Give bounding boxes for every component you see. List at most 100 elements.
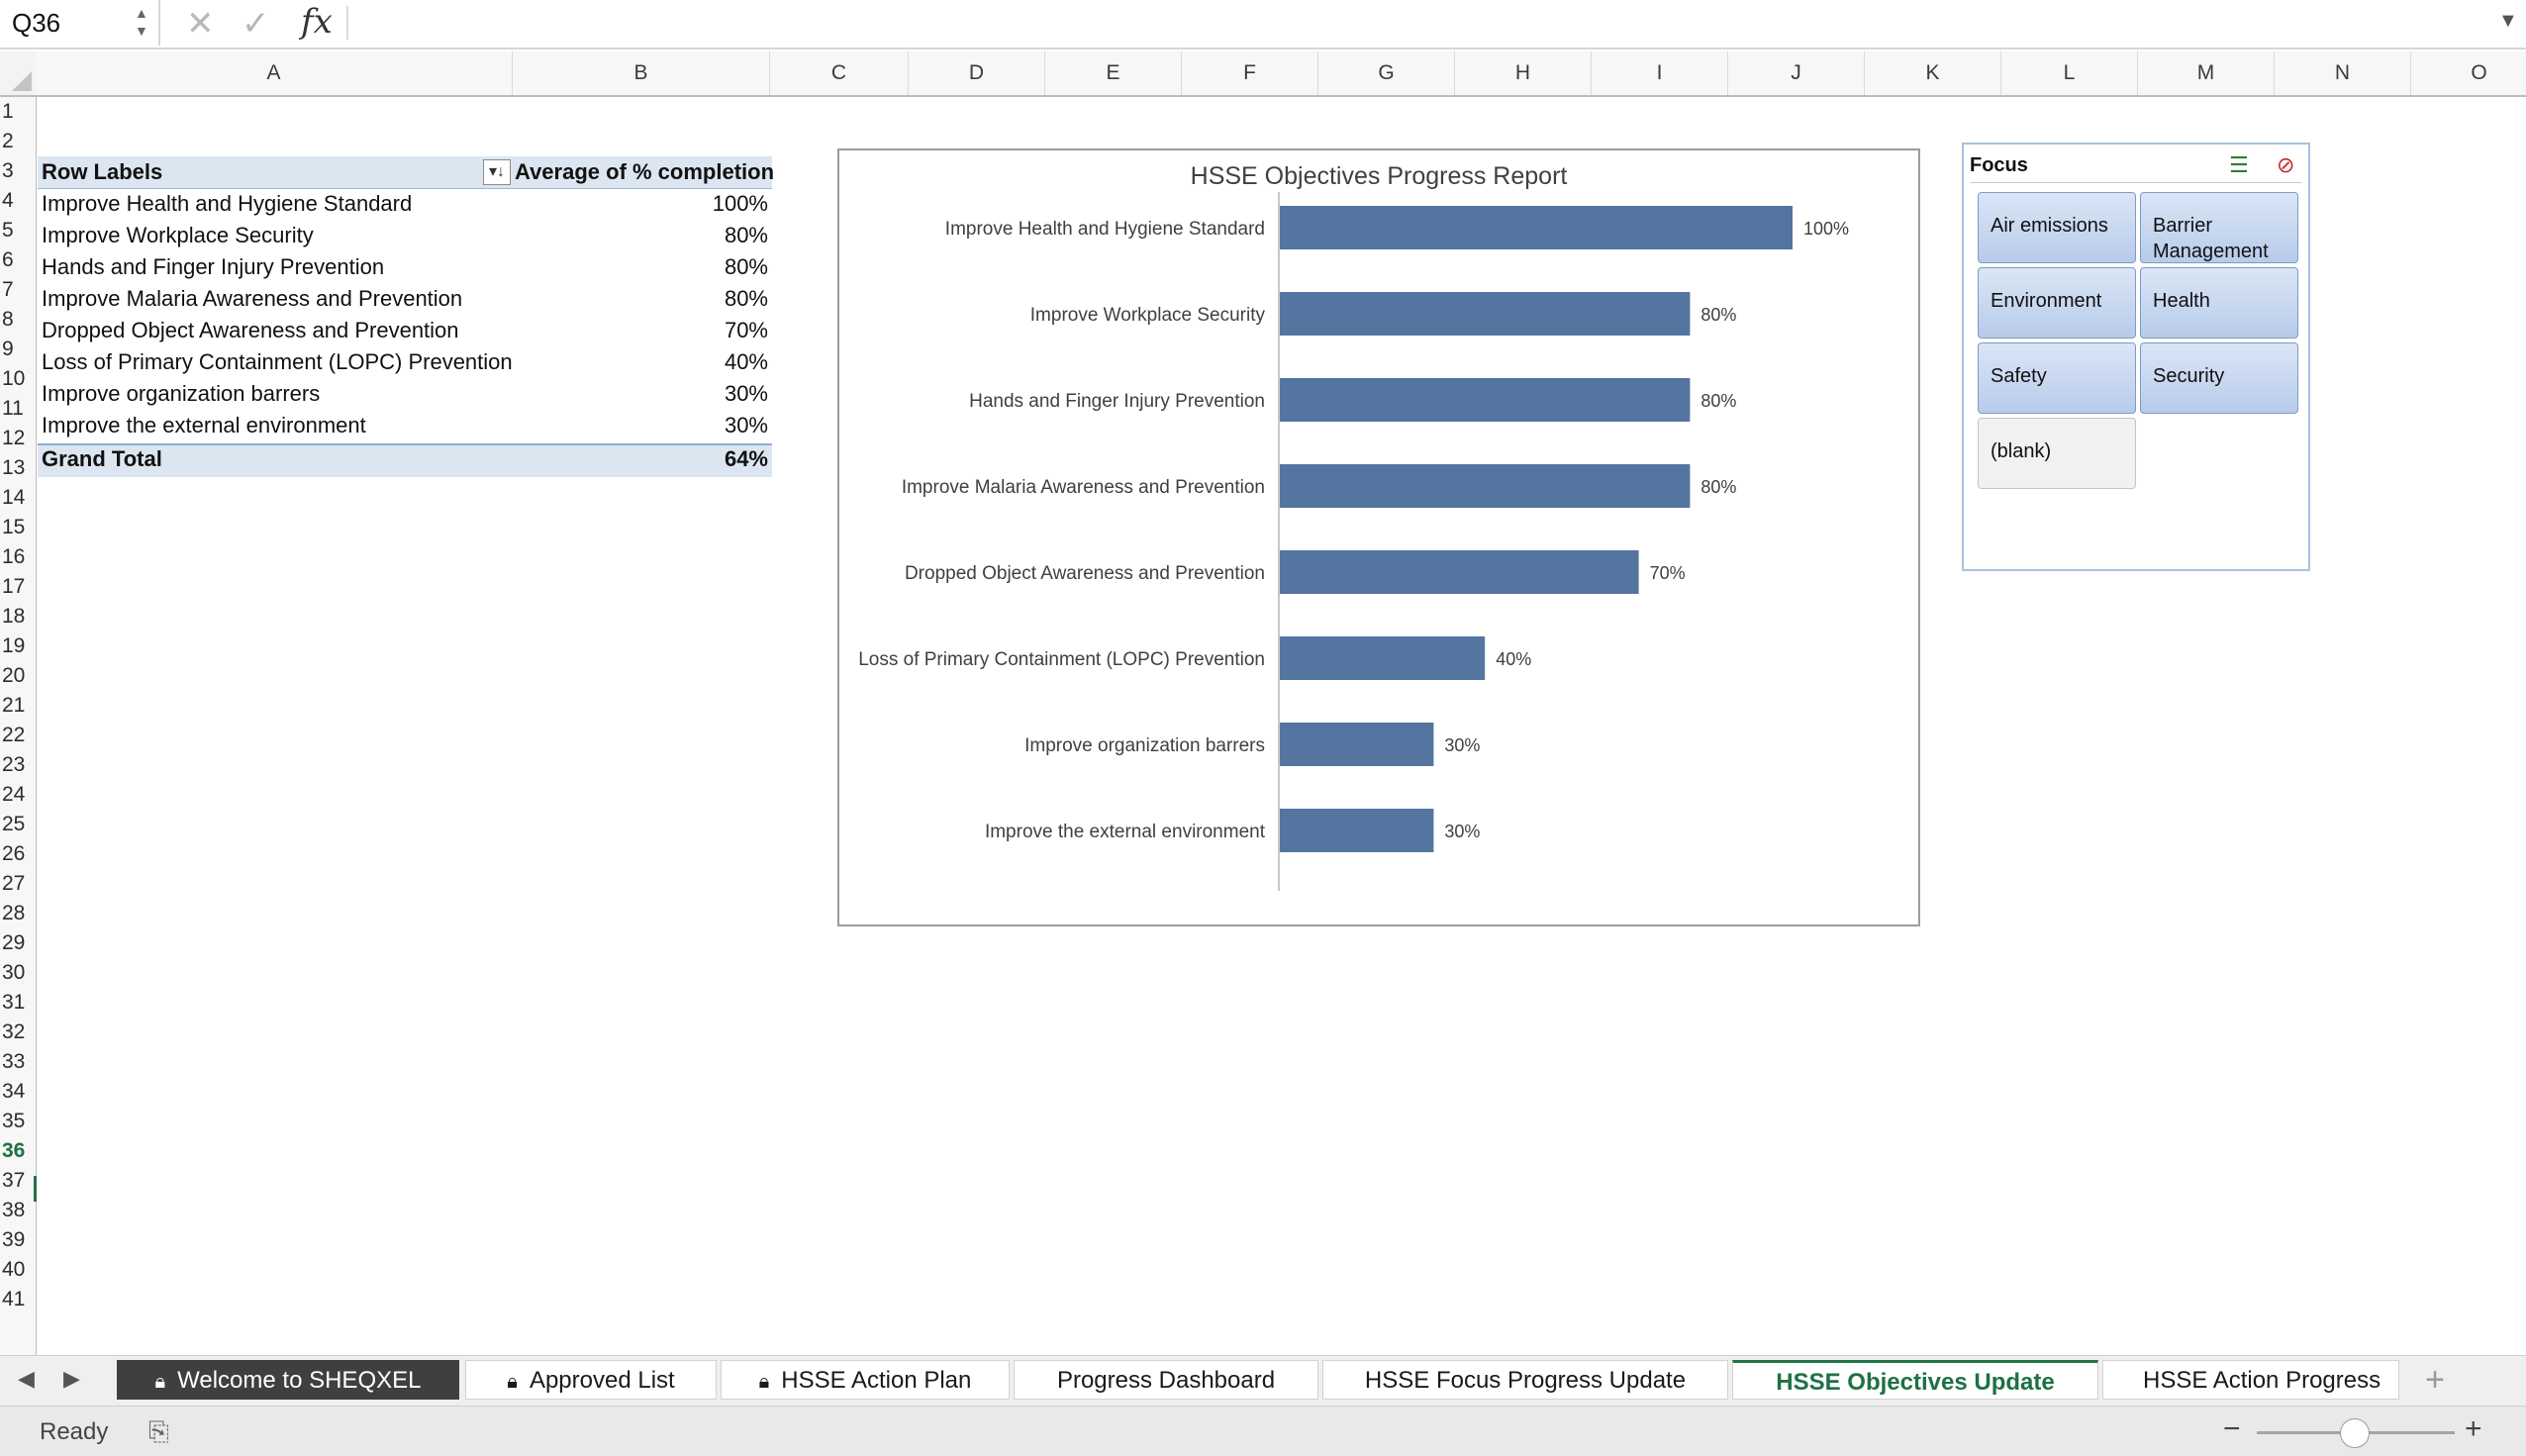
clear-filter-icon[interactable]: ⊘ bbox=[2277, 152, 2295, 177]
row-header[interactable]: 8 bbox=[2, 308, 14, 331]
row-header[interactable]: 38 bbox=[2, 1199, 26, 1221]
pivot-row-label[interactable]: Improve Malaria Awareness and Prevention bbox=[42, 286, 463, 311]
column-header[interactable]: A bbox=[36, 51, 513, 95]
row-header[interactable]: 3 bbox=[2, 159, 14, 182]
row-header[interactable]: 16 bbox=[2, 545, 26, 568]
scroll-left-icon[interactable]: ◀ bbox=[18, 1366, 35, 1391]
pivot-row-value[interactable]: 40% bbox=[724, 349, 768, 374]
slicer-item-health[interactable]: Health bbox=[2140, 267, 2298, 339]
column-header[interactable]: F bbox=[1182, 51, 1318, 95]
tab-hsse-objectives-update[interactable]: HSSE Objectives Update bbox=[1732, 1360, 2098, 1400]
pivot-row-value[interactable]: 80% bbox=[724, 223, 768, 247]
pivot-grand-total-label[interactable]: Grand Total bbox=[42, 446, 162, 471]
pivot-row-value[interactable]: 30% bbox=[724, 381, 768, 406]
row-header[interactable]: 1 bbox=[2, 100, 14, 123]
row-header[interactable]: 20 bbox=[2, 664, 26, 687]
slicer-item-environment[interactable]: Environment bbox=[1978, 267, 2136, 339]
row-header[interactable]: 35 bbox=[2, 1110, 26, 1132]
row-header[interactable]: 37 bbox=[2, 1169, 26, 1192]
tab-hsse-focus-progress-update[interactable]: HSSE Focus Progress Update bbox=[1322, 1360, 1728, 1400]
zoom-slider-handle[interactable] bbox=[2340, 1418, 2370, 1448]
row-header[interactable]: 31 bbox=[2, 991, 26, 1014]
column-header[interactable]: G bbox=[1318, 51, 1455, 95]
pivot-row-label[interactable]: Hands and Finger Injury Prevention bbox=[42, 254, 385, 279]
row-header[interactable]: 15 bbox=[2, 516, 26, 538]
row-header[interactable]: 12 bbox=[2, 427, 26, 449]
pivot-row-label[interactable]: Dropped Object Awareness and Prevention bbox=[42, 318, 459, 342]
row-header[interactable]: 18 bbox=[2, 605, 26, 628]
row-header[interactable]: 19 bbox=[2, 634, 26, 657]
slicer-item-safety[interactable]: Safety bbox=[1978, 342, 2136, 414]
tab-hsse-action-progress[interactable]: HSSE Action Progress bbox=[2102, 1360, 2399, 1400]
pivot-row-value[interactable]: 100% bbox=[712, 191, 768, 216]
tab-hsse-action-plan[interactable]: 🔒︎ HSSE Action Plan bbox=[721, 1360, 1010, 1400]
zoom-in-button[interactable]: + bbox=[2465, 1412, 2482, 1445]
zoom-out-button[interactable]: − bbox=[2223, 1412, 2241, 1445]
row-header[interactable]: 6 bbox=[2, 248, 14, 271]
row-header[interactable]: 2 bbox=[2, 130, 14, 152]
row-header[interactable]: 22 bbox=[2, 724, 26, 746]
tab-approved-list[interactable]: 🔒︎ Approved List bbox=[465, 1360, 717, 1400]
row-header[interactable]: 5 bbox=[2, 219, 14, 242]
row-header[interactable]: 26 bbox=[2, 842, 26, 865]
row-header[interactable]: 4 bbox=[2, 189, 14, 212]
chevron-down-icon[interactable]: ▼ bbox=[2498, 10, 2518, 32]
check-icon[interactable]: ✓ bbox=[242, 5, 270, 43]
column-header[interactable]: E bbox=[1045, 51, 1182, 95]
row-header[interactable]: 27 bbox=[2, 872, 26, 895]
objectives-bar-chart[interactable]: HSSE Objectives Progress Report Improve … bbox=[837, 148, 1920, 926]
slicer-item-barrier-management[interactable]: Barrier Management bbox=[2140, 192, 2298, 263]
chart-bar[interactable] bbox=[1280, 206, 1793, 249]
pivot-value-header[interactable]: Average of % completion bbox=[515, 159, 775, 184]
pivot-row-label[interactable]: Improve Health and Hygiene Standard bbox=[42, 191, 413, 216]
formula-input[interactable] bbox=[352, 6, 2480, 40]
pivot-row-value[interactable]: 30% bbox=[724, 413, 768, 437]
row-header[interactable]: 30 bbox=[2, 961, 26, 984]
pivot-row-labels-header[interactable]: Row Labels bbox=[42, 159, 163, 184]
column-header[interactable]: K bbox=[1865, 51, 2001, 95]
row-header[interactable]: 14 bbox=[2, 486, 26, 509]
row-header[interactable]: 24 bbox=[2, 783, 26, 806]
column-header[interactable]: N bbox=[2275, 51, 2411, 95]
row-header[interactable]: 25 bbox=[2, 813, 26, 835]
name-box-spin-icon[interactable]: ▲ ▼ bbox=[135, 5, 148, 39]
column-header[interactable]: O bbox=[2411, 51, 2526, 95]
chart-bar[interactable] bbox=[1280, 464, 1691, 508]
macro-record-icon[interactable]: ⎘ bbox=[148, 1416, 169, 1446]
add-sheet-button[interactable]: + bbox=[2425, 1361, 2445, 1399]
row-header[interactable]: 33 bbox=[2, 1050, 26, 1073]
pivot-row-value[interactable]: 80% bbox=[724, 286, 768, 311]
column-header[interactable]: I bbox=[1592, 51, 1728, 95]
chart-bar[interactable] bbox=[1280, 378, 1691, 422]
pivot-row-label[interactable]: Loss of Primary Containment (LOPC) Preve… bbox=[42, 349, 513, 374]
chart-bar[interactable] bbox=[1280, 809, 1434, 852]
column-header[interactable]: L bbox=[2001, 51, 2138, 95]
column-header[interactable]: J bbox=[1728, 51, 1865, 95]
pivot-row-value[interactable]: 80% bbox=[724, 254, 768, 279]
close-icon[interactable]: ✕ bbox=[186, 5, 215, 43]
name-box[interactable]: Q36 ▲ ▼ bbox=[0, 0, 160, 46]
row-header[interactable]: 11 bbox=[2, 397, 24, 420]
filter-sort-icon[interactable]: ▾↓ bbox=[483, 159, 511, 185]
chart-bar[interactable] bbox=[1280, 636, 1486, 680]
slicer-item-air-emissions[interactable]: Air emissions bbox=[1978, 192, 2136, 263]
multi-select-icon[interactable]: ☰ bbox=[2229, 152, 2249, 177]
row-header[interactable]: 29 bbox=[2, 931, 26, 954]
row-header[interactable]: 34 bbox=[2, 1080, 26, 1103]
row-header[interactable]: 40 bbox=[2, 1258, 26, 1281]
slicer-item-security[interactable]: Security bbox=[2140, 342, 2298, 414]
row-header[interactable]: 36 bbox=[2, 1139, 26, 1162]
row-header[interactable]: 23 bbox=[2, 753, 26, 776]
row-header[interactable]: 39 bbox=[2, 1228, 26, 1251]
column-header[interactable]: H bbox=[1455, 51, 1592, 95]
chart-bar[interactable] bbox=[1280, 723, 1434, 766]
row-header[interactable]: 10 bbox=[2, 367, 26, 390]
select-all-button[interactable] bbox=[0, 51, 37, 97]
row-header[interactable]: 32 bbox=[2, 1020, 26, 1043]
pivot-row-label[interactable]: Improve the external environment bbox=[42, 413, 366, 437]
fx-icon[interactable]: fx bbox=[301, 2, 333, 42]
row-header[interactable]: 13 bbox=[2, 456, 26, 479]
row-header[interactable]: 7 bbox=[2, 278, 14, 301]
column-header[interactable]: C bbox=[770, 51, 909, 95]
